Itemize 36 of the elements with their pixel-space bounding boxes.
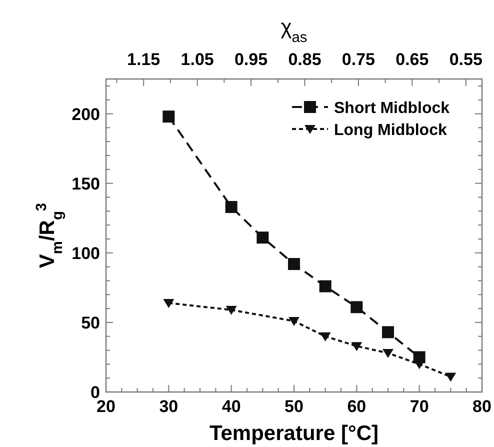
point [256,232,269,244]
point [319,280,332,292]
x-tick-label: 60 [347,397,366,416]
x-tick-label: 30 [159,397,178,416]
point [320,332,331,342]
point [382,326,394,338]
y-tick-label: 50 [81,313,100,332]
legend-label: Long Midblock [334,122,447,139]
point [288,317,300,326]
x2-tick-label: 0.55 [449,50,482,69]
x2-axis-title: χ$_{as}$ [280,16,308,46]
x2-tick-label: 0.65 [396,50,429,69]
point [350,301,363,314]
point [445,372,456,382]
x2-tick-label: 0.85 [288,50,322,69]
y-tick-label: 150 [72,174,100,194]
x-tick-label: 80 [472,397,492,416]
y-tick-label: 100 [72,244,100,263]
x2-tick-label: 0.75 [342,50,376,69]
x2-tick-label: 1.15 [127,50,160,69]
point [382,349,394,358]
point [226,306,237,315]
point [163,298,174,308]
point [351,342,362,352]
x-axis-title: Temperature [°C] [209,422,379,445]
x-tick-label: 40 [222,397,241,416]
x-tick-label: 50 [284,397,304,416]
point [288,258,300,270]
x-tick-label: 20 [96,397,116,416]
x-tick-label: 70 [410,397,429,416]
x2-tick-label: 1.05 [180,50,214,69]
x2-tick-label: 0.95 [234,50,268,69]
legend-label: Short Midblock [334,100,450,117]
y-tick-label: 200 [72,104,100,124]
point [162,110,175,123]
point [225,200,238,213]
